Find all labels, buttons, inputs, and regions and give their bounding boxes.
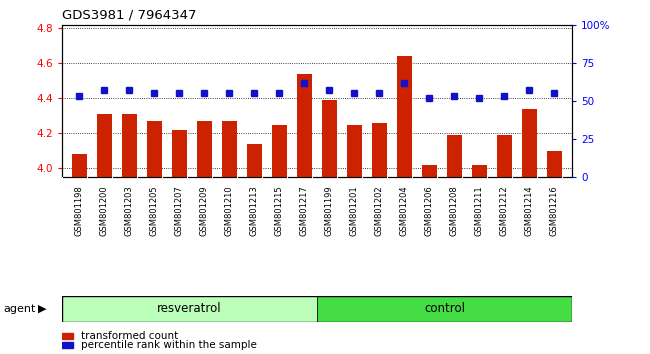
Text: GSM801215: GSM801215: [275, 185, 284, 236]
Bar: [497, 135, 512, 354]
Text: transformed count: transformed count: [81, 331, 179, 341]
Bar: [62, 333, 73, 339]
Text: GSM801207: GSM801207: [175, 185, 184, 236]
Text: GSM801210: GSM801210: [225, 185, 234, 236]
Bar: [62, 343, 73, 348]
Bar: [547, 151, 562, 354]
Text: GSM801211: GSM801211: [475, 185, 484, 236]
Text: GSM801201: GSM801201: [350, 185, 359, 236]
Text: GSM801216: GSM801216: [550, 185, 559, 236]
Bar: [317, 296, 572, 322]
Text: ▶: ▶: [38, 304, 46, 314]
Text: GSM801209: GSM801209: [200, 185, 209, 236]
Text: GSM801204: GSM801204: [400, 185, 409, 236]
Bar: [97, 114, 112, 354]
Text: GSM801199: GSM801199: [325, 185, 334, 236]
Bar: [172, 130, 187, 354]
Text: GSM801203: GSM801203: [125, 185, 134, 236]
Bar: [62, 296, 317, 322]
Text: GSM801212: GSM801212: [500, 185, 509, 236]
Bar: [372, 123, 387, 354]
Bar: [247, 144, 262, 354]
Text: GSM801214: GSM801214: [525, 185, 534, 236]
Text: percentile rank within the sample: percentile rank within the sample: [81, 340, 257, 350]
Bar: [272, 125, 287, 354]
Text: GSM801217: GSM801217: [300, 185, 309, 236]
Text: GSM801205: GSM801205: [150, 185, 159, 236]
Text: GSM801208: GSM801208: [450, 185, 459, 236]
Text: GSM801200: GSM801200: [99, 185, 109, 236]
Bar: [297, 74, 312, 354]
Bar: [347, 125, 362, 354]
Bar: [397, 56, 412, 354]
Bar: [472, 165, 487, 354]
Bar: [422, 165, 437, 354]
Text: GSM801202: GSM801202: [375, 185, 384, 236]
Bar: [447, 135, 462, 354]
Text: GSM801206: GSM801206: [425, 185, 434, 236]
Text: control: control: [424, 302, 465, 315]
Bar: [122, 114, 136, 354]
Bar: [522, 109, 537, 354]
Text: GSM801213: GSM801213: [250, 185, 259, 236]
Text: agent: agent: [3, 304, 36, 314]
Text: GDS3981 / 7964347: GDS3981 / 7964347: [62, 9, 196, 22]
Text: GSM801198: GSM801198: [75, 185, 84, 236]
Bar: [197, 121, 212, 354]
Bar: [222, 121, 237, 354]
Bar: [72, 154, 86, 354]
Bar: [147, 121, 162, 354]
Text: resveratrol: resveratrol: [157, 302, 222, 315]
Bar: [322, 100, 337, 354]
